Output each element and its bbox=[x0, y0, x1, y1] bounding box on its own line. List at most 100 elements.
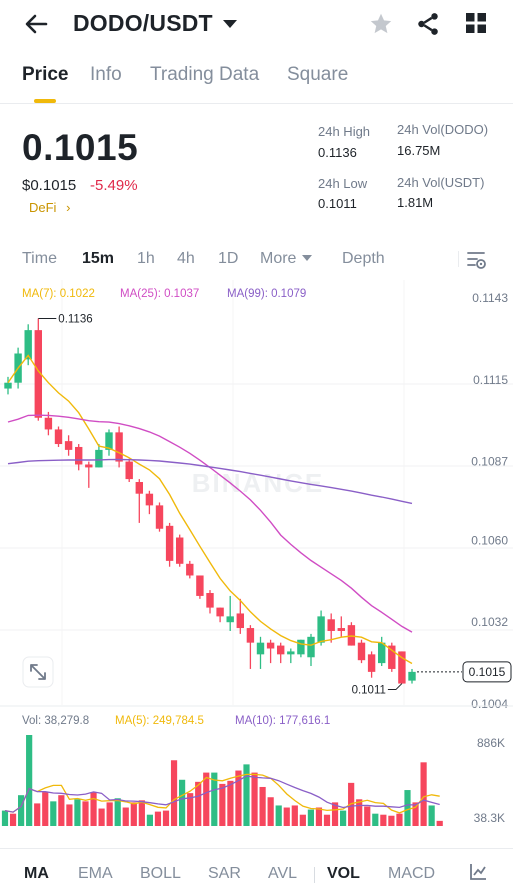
interval-more[interactable]: More bbox=[260, 250, 313, 268]
indicator-settings-icon[interactable] bbox=[469, 863, 487, 881]
indicator-ema[interactable]: EMA bbox=[78, 865, 113, 882]
vol-tick-label: 38.3K bbox=[474, 811, 505, 825]
volume-bar bbox=[211, 772, 218, 826]
volume-bar bbox=[42, 792, 49, 826]
sector-tag[interactable]: DeFi › bbox=[29, 200, 70, 215]
interval-depth[interactable]: Depth bbox=[342, 250, 385, 267]
indicator-vol[interactable]: VOL bbox=[327, 865, 360, 882]
high-value: 0.1136 bbox=[318, 145, 357, 160]
volume-bar bbox=[26, 735, 33, 826]
volume-bar bbox=[348, 782, 355, 826]
volume-bar bbox=[291, 805, 298, 826]
price-usd: $0.1015 bbox=[22, 177, 77, 194]
volume-bar bbox=[195, 781, 202, 826]
price-tick-label: 0.1032 bbox=[471, 615, 508, 629]
candle-body bbox=[54, 429, 63, 445]
interval-time[interactable]: Time bbox=[22, 250, 57, 267]
candle-body bbox=[226, 616, 234, 623]
price-change: -5.49% bbox=[90, 177, 138, 194]
price-tick-label: 0.1087 bbox=[471, 455, 508, 469]
caret-down-icon bbox=[302, 255, 313, 261]
price-tick-label: 0.1004 bbox=[471, 697, 508, 711]
candle-body bbox=[256, 642, 265, 655]
candle-body bbox=[105, 432, 113, 450]
volume-bar bbox=[98, 808, 105, 826]
interval-1h[interactable]: 1h bbox=[137, 250, 155, 267]
vol-ma5-line bbox=[4, 773, 440, 814]
high-marker-label: 0.1136 bbox=[58, 313, 92, 325]
volume-bar bbox=[372, 813, 379, 826]
low-label: 24h Low bbox=[318, 176, 368, 191]
indicator-sar[interactable]: SAR bbox=[208, 865, 241, 882]
candle-body bbox=[196, 575, 204, 596]
volume-bar bbox=[380, 814, 387, 826]
fullscreen-icon[interactable] bbox=[22, 656, 54, 688]
interval-4h[interactable]: 4h bbox=[177, 250, 195, 267]
last-price-tag bbox=[462, 661, 512, 683]
indicator-macd[interactable]: MACD bbox=[388, 865, 436, 882]
volume-bar bbox=[235, 770, 242, 826]
share-icon[interactable] bbox=[415, 11, 441, 37]
tab-info[interactable]: Info bbox=[90, 64, 122, 85]
chevron-down-icon bbox=[222, 19, 237, 28]
candle-body bbox=[317, 616, 325, 643]
volume-bar bbox=[412, 802, 419, 826]
vol-base-value: 16.75M bbox=[397, 143, 441, 158]
interval-1d[interactable]: 1D bbox=[218, 250, 239, 267]
volume-bar bbox=[219, 783, 226, 826]
candle-body bbox=[266, 642, 275, 649]
indicator-bar: MA EMA BOLL SAR AVL VOL MACD bbox=[0, 848, 513, 894]
vol-base-label: 24h Vol(DODO) bbox=[397, 122, 489, 137]
candle-body bbox=[186, 563, 194, 576]
low-value: 0.1011 bbox=[318, 196, 357, 211]
candle-body bbox=[398, 651, 406, 684]
volume-bar bbox=[243, 764, 250, 826]
candle-body bbox=[277, 645, 285, 655]
candle-body bbox=[287, 651, 295, 655]
sector-label: DeFi bbox=[29, 200, 57, 215]
candle-body bbox=[4, 382, 12, 389]
tab-trading-data[interactable]: Trading Data bbox=[150, 64, 260, 85]
tab-square[interactable]: Square bbox=[287, 64, 349, 85]
volume-bar bbox=[138, 800, 145, 826]
chevron-right-icon: › bbox=[66, 200, 71, 215]
candle-body bbox=[327, 619, 335, 631]
indicator-boll[interactable]: BOLL bbox=[140, 865, 181, 882]
volume-bar bbox=[187, 793, 194, 826]
volume-bar bbox=[283, 807, 290, 826]
top-bar: DODO/USDT bbox=[0, 0, 513, 48]
candle-body bbox=[388, 645, 396, 669]
divider bbox=[458, 251, 459, 267]
chart-settings-icon[interactable] bbox=[466, 250, 488, 270]
volume-bar bbox=[170, 760, 178, 826]
interval-15m[interactable]: 15m bbox=[82, 250, 115, 267]
active-tab-indicator bbox=[34, 99, 56, 103]
vol-quote-label: 24h Vol(USDT) bbox=[397, 175, 485, 190]
favorite-star-icon[interactable] bbox=[368, 11, 394, 37]
pair-selector[interactable]: DODO/USDT bbox=[73, 10, 237, 37]
vol-ma10-line bbox=[4, 775, 440, 813]
candle-body bbox=[367, 654, 376, 672]
volume-bar bbox=[267, 797, 274, 826]
tab-price[interactable]: Price bbox=[22, 64, 69, 85]
main-tabs: Price Info Trading Data Square bbox=[0, 56, 513, 104]
ma7-line bbox=[7, 354, 413, 665]
volume-bar bbox=[340, 810, 347, 826]
candle-body bbox=[145, 493, 154, 506]
back-arrow-icon[interactable] bbox=[22, 10, 50, 38]
indicator-avl[interactable]: AVL bbox=[268, 865, 298, 882]
candle-body bbox=[85, 464, 93, 468]
vol-quote-value: 1.81M bbox=[397, 195, 434, 210]
interval-more-label: More bbox=[260, 250, 297, 267]
price-tick-label: 0.1143 bbox=[472, 291, 508, 305]
indicator-ma[interactable]: MA bbox=[24, 865, 49, 882]
candlestick-chart[interactable]: MA(7): 0.1022 MA(25): 0.1037 MA(99): 0.107… bbox=[0, 280, 513, 830]
candle-body bbox=[44, 417, 53, 430]
volume-bar bbox=[227, 780, 234, 826]
last-price-tag-label: 0.1015 bbox=[469, 665, 506, 679]
pair-title: DODO/USDT bbox=[73, 10, 213, 36]
candle-body bbox=[297, 639, 305, 655]
layout-grid-icon[interactable] bbox=[465, 12, 487, 34]
vol-legend-1: MA(5): 249,784.5 bbox=[115, 715, 204, 727]
volume-bar bbox=[82, 801, 89, 826]
